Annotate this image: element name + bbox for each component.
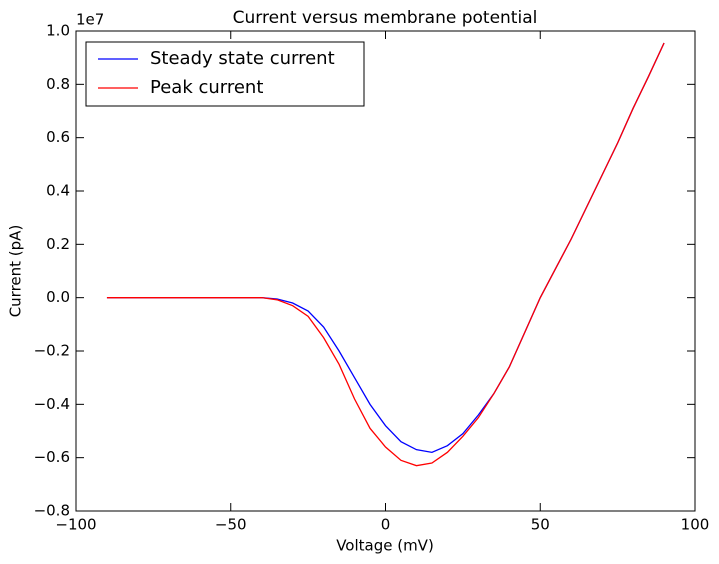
chart-title: Current versus membrane potential xyxy=(233,8,538,28)
legend-box xyxy=(85,41,365,107)
y-tick-label: 0.0 xyxy=(46,288,70,306)
legend-label: Peak current xyxy=(150,77,263,98)
x-tick-label: −50 xyxy=(215,516,247,534)
y-tick-label: 1.0 xyxy=(46,22,70,40)
x-axis-label: Voltage (mV) xyxy=(336,537,434,555)
y-tick-label: 0.6 xyxy=(46,128,70,146)
legend-label: Steady state current xyxy=(150,48,335,69)
y-tick-label: −0.4 xyxy=(34,395,70,413)
x-tick-label: 0 xyxy=(381,516,391,534)
series-line xyxy=(106,42,665,467)
y-offset-label: 1e7 xyxy=(76,11,104,29)
x-tick-label: −100 xyxy=(55,516,96,534)
y-tick-label: 0.4 xyxy=(46,182,70,200)
y-tick-label: −0.6 xyxy=(34,448,70,466)
plot-frame xyxy=(75,30,696,512)
x-tick-label: 100 xyxy=(681,516,710,534)
y-tick-label: −0.2 xyxy=(34,342,70,360)
x-tick-label: 50 xyxy=(531,516,550,534)
y-axis-label: Current (pA) xyxy=(7,225,25,318)
y-tick-label: 0.8 xyxy=(46,75,70,93)
y-tick-label: 0.2 xyxy=(46,235,70,253)
y-tick-label: −0.8 xyxy=(34,502,70,520)
